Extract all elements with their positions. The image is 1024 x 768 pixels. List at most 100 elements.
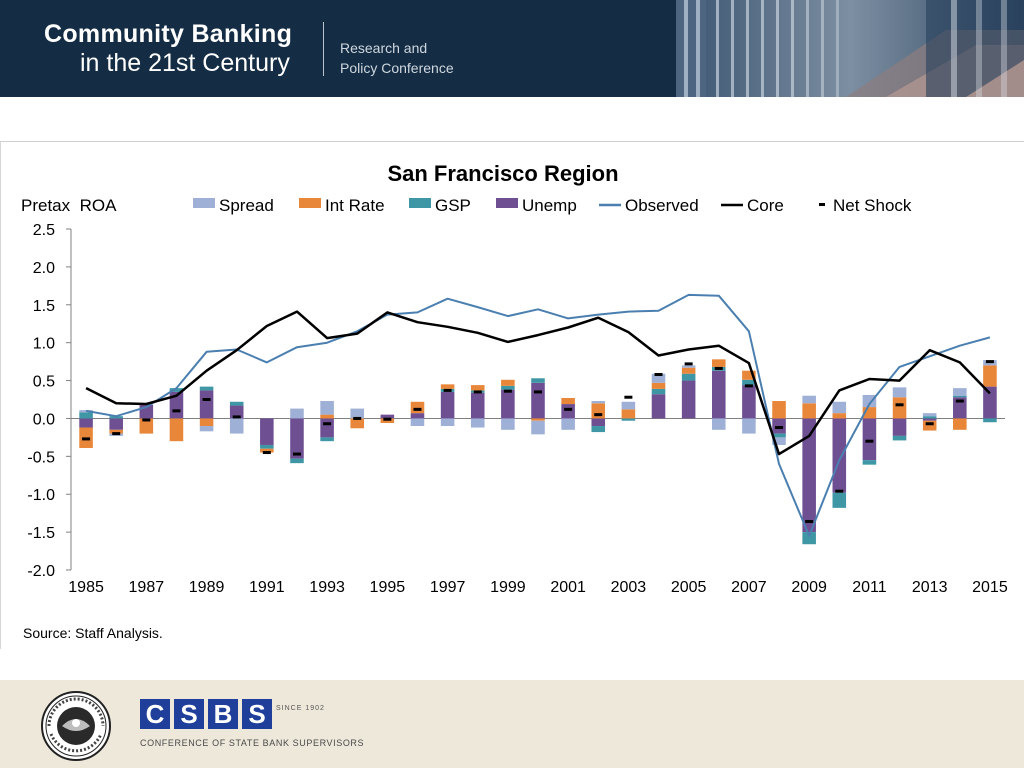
legend-swatch-net-shock: [819, 203, 825, 206]
federal-reserve-seal-icon: [41, 691, 111, 761]
building-photo: [676, 0, 1024, 97]
bar-unemp: [320, 418, 334, 438]
net-shock-marker: [534, 390, 542, 394]
net-shock-marker: [865, 439, 874, 443]
y-tick-label: -0.5: [27, 449, 55, 466]
bar-unemp: [410, 413, 425, 419]
bar-gsp: [862, 460, 877, 465]
bar-spread: [742, 418, 756, 434]
line-core: [85, 310, 991, 456]
x-tick-label: 1991: [249, 579, 285, 596]
net-shock-marker: [413, 407, 422, 411]
bar-unemp: [772, 418, 786, 434]
net-shock-marker: [744, 384, 753, 388]
x-tick-label: 1993: [309, 579, 345, 596]
x-tick-label: 2013: [912, 579, 948, 596]
bar-spread: [802, 395, 816, 404]
series-lines: [85, 293, 991, 537]
net-shock-marker: [353, 416, 362, 420]
legend-label: Core: [747, 196, 784, 215]
net-shock-marker: [232, 415, 241, 419]
bar-spread: [501, 418, 515, 430]
bar-int-rate: [621, 409, 636, 419]
bar-int-rate: [681, 367, 696, 374]
net-shock-marker: [443, 388, 452, 392]
bar-unemp: [681, 380, 696, 419]
bar-int-rate: [470, 385, 485, 391]
bar-unemp: [922, 418, 937, 421]
bar-unemp: [983, 386, 997, 419]
bar-unemp: [591, 418, 606, 427]
bar-unemp: [109, 418, 123, 430]
bar-int-rate: [953, 418, 967, 430]
y-tick-label: 2.5: [33, 222, 55, 239]
x-tick-label: 1987: [129, 579, 165, 596]
bar-spread: [440, 418, 455, 427]
x-tick-label: 2003: [611, 579, 647, 596]
legend-swatch-gsp: [409, 198, 431, 208]
bar-int-rate: [199, 418, 214, 427]
bar-gsp: [621, 418, 636, 421]
net-shock-marker: [955, 399, 964, 403]
x-tick-label: 1995: [370, 579, 406, 596]
net-shock-marker: [112, 432, 121, 436]
bar-spread: [681, 365, 696, 368]
bar-gsp: [681, 373, 696, 381]
y-tick-label: 1.5: [33, 298, 55, 315]
legend-label: Net Shock: [833, 196, 912, 215]
y-tick-label: -1.5: [27, 525, 55, 542]
bar-int-rate: [440, 384, 455, 389]
bar-spread: [229, 418, 244, 434]
conference-subtitle-line1: Research and: [340, 40, 428, 56]
bar-int-rate: [591, 403, 606, 419]
bar-unemp: [79, 418, 93, 428]
csbs-logo: C S B S: [140, 699, 272, 729]
csbs-letter-s2: S: [248, 699, 265, 729]
net-shock-marker: [835, 489, 844, 493]
bar-unemp: [862, 418, 877, 461]
bar-spread: [290, 408, 304, 419]
net-shock-marker: [383, 417, 392, 421]
bar-int-rate: [320, 414, 334, 419]
bar-unemp: [290, 418, 304, 459]
bar-gsp: [79, 412, 93, 419]
bar-spread: [953, 388, 967, 396]
net-shock-marker: [895, 403, 904, 407]
bar-int-rate: [862, 407, 877, 419]
bar-unemp: [260, 418, 274, 445]
bar-int-rate: [772, 401, 786, 419]
bar-int-rate: [410, 401, 425, 414]
bar-unemp: [531, 382, 545, 419]
y-tick-label: 2.0: [33, 260, 55, 277]
bar-unemp: [802, 418, 816, 533]
bar-int-rate: [139, 418, 154, 434]
bar-spread: [470, 418, 485, 428]
bar-int-rate: [742, 370, 756, 380]
x-tick-label: 2015: [972, 579, 1008, 596]
x-tick-label: 2001: [550, 579, 586, 596]
chart-legend: Spread Int Rate GSP Unemp Observed Core Net Sh…: [193, 196, 912, 215]
bar-int-rate: [260, 448, 274, 453]
bar-gsp: [832, 492, 847, 508]
x-tick-label: 2007: [731, 579, 767, 596]
bar-spread: [591, 401, 606, 404]
bar-int-rate: [380, 418, 395, 423]
y-tick-label: 1.0: [33, 336, 55, 353]
bar-unemp: [440, 391, 455, 419]
net-shock-marker: [142, 418, 151, 422]
net-shock-marker: [323, 422, 332, 426]
bar-spread: [922, 413, 937, 417]
bar-unemp: [742, 385, 756, 419]
conference-header: Community Banking in the 21st Century Re…: [0, 0, 1024, 97]
bar-int-rate: [711, 359, 726, 367]
source-note: Source: Staff Analysis.: [23, 625, 163, 641]
bar-spread: [350, 408, 365, 419]
legend-label: Spread: [219, 196, 274, 215]
bar-spread: [892, 387, 907, 398]
bar-int-rate: [892, 397, 907, 419]
csbs-letter-s1: S: [180, 699, 197, 729]
legend-label: Unemp: [522, 196, 577, 215]
bar-gsp: [229, 401, 244, 406]
bar-gsp: [651, 388, 666, 395]
legend-label: GSP: [435, 196, 471, 215]
